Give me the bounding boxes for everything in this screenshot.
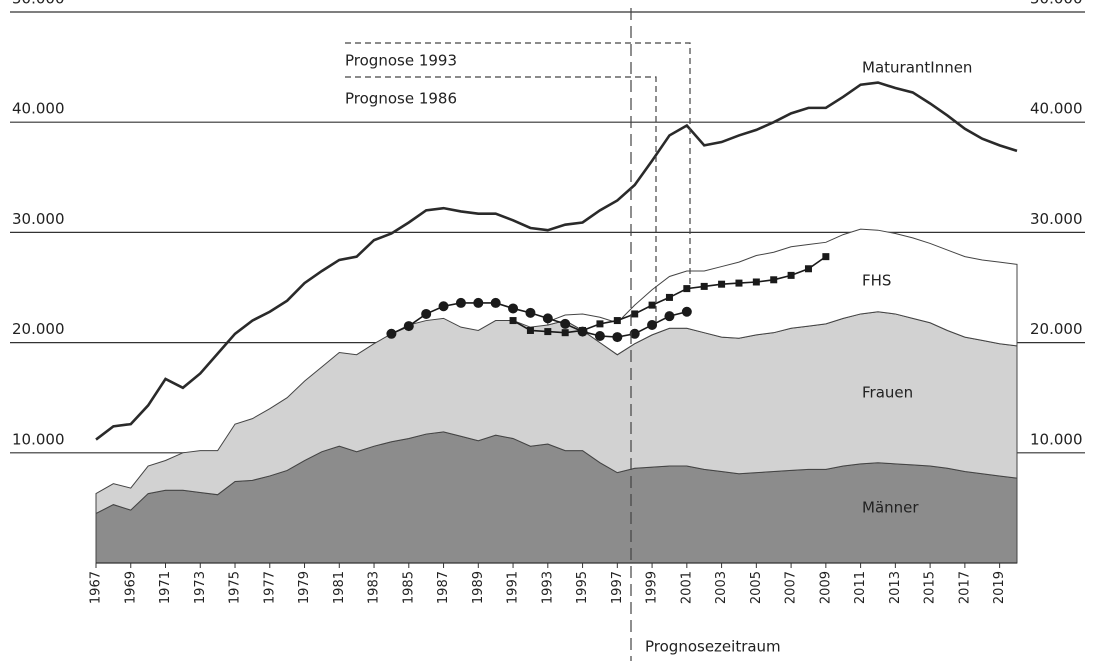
marker [787, 271, 795, 279]
x-tick-label: 2017 [957, 571, 972, 604]
x-tick-label: 2009 [818, 571, 833, 604]
x-tick-label: 1991 [506, 571, 521, 604]
x-tick-label: 1989 [471, 571, 486, 604]
marker [526, 326, 534, 334]
marker [438, 301, 449, 312]
marker [631, 310, 639, 318]
marker [752, 278, 760, 286]
marker [700, 282, 708, 290]
x-tick-label: 1975 [228, 571, 243, 604]
x-tick-label: 1995 [575, 571, 590, 604]
marker [421, 308, 432, 319]
x-tick-label: 1967 [89, 571, 104, 604]
series-label: Männer [862, 499, 919, 517]
marker [647, 319, 658, 330]
marker [718, 280, 726, 288]
marker [613, 317, 621, 325]
series-label: Prognose 1986 [345, 90, 457, 108]
y-tick-label: 50.000 [12, 0, 65, 8]
series-label: MaturantInnen [862, 59, 972, 77]
y2-tick-label: 40.000 [1030, 100, 1083, 118]
series-label: Frauen [862, 384, 913, 402]
y-tick-label: 40.000 [12, 100, 65, 118]
marker [509, 317, 517, 325]
x-tick-label: 1983 [367, 571, 382, 604]
x-tick-label: 2001 [679, 571, 694, 604]
marker [664, 311, 675, 322]
y2-tick-label: 50.000 [1030, 0, 1083, 8]
y-tick-label: 30.000 [12, 210, 65, 228]
marker [560, 318, 571, 329]
x-tick-label: 1979 [297, 571, 312, 604]
x-tick-label: 1977 [262, 571, 277, 604]
marker [681, 306, 692, 317]
marker [594, 330, 605, 341]
x-tick-label: 1981 [332, 571, 347, 604]
x-tick-label: 2015 [923, 571, 938, 604]
marker [579, 326, 587, 334]
series-label: Prognose 1993 [345, 52, 457, 70]
x-tick-label: 2003 [714, 571, 729, 604]
x-tick-label: 2013 [888, 571, 903, 604]
marker [508, 303, 519, 314]
x-tick-label: 1997 [610, 571, 625, 604]
marker [542, 313, 553, 324]
series-label: FHS [862, 272, 891, 290]
marker [665, 293, 673, 301]
x-tick-label: 1969 [123, 571, 138, 604]
y-tick-label: 20.000 [12, 320, 65, 338]
marker [403, 321, 414, 332]
marker [629, 328, 640, 339]
x-tick-label: 1999 [645, 571, 660, 604]
plot [95, 81, 1018, 564]
marker [770, 276, 778, 284]
x-tick-label: 2019 [992, 571, 1007, 604]
prognosis-1986-bracket [345, 76, 657, 325]
marker [544, 328, 552, 336]
y2-tick-label: 10.000 [1030, 430, 1083, 448]
marker [386, 328, 397, 339]
x-tick-label: 2007 [784, 571, 799, 604]
y2-tick-label: 30.000 [1030, 210, 1083, 228]
marker [612, 332, 623, 343]
x-tick-label: 1993 [540, 571, 555, 604]
marker [473, 297, 484, 308]
prognosis-1993-bracket [345, 42, 691, 288]
annotation: Prognosezeitraum [645, 638, 781, 656]
marker [490, 297, 501, 308]
marker [735, 279, 743, 287]
marker [455, 297, 466, 308]
y-tick-label: 10.000 [12, 430, 65, 448]
y2-tick-label: 20.000 [1030, 320, 1083, 338]
marker [822, 253, 830, 261]
marker [525, 307, 536, 318]
x-tick-label: 1985 [401, 571, 416, 604]
line [95, 81, 1018, 441]
marker [561, 329, 569, 337]
x-tick-label: 2011 [853, 571, 868, 604]
x-tick-label: 1973 [193, 571, 208, 604]
area [547, 228, 1018, 356]
marker [648, 301, 656, 309]
x-tick-label: 2005 [749, 571, 764, 604]
marker [683, 285, 691, 293]
marker [596, 320, 604, 328]
x-tick-label: 1987 [436, 571, 451, 604]
marker [804, 265, 812, 273]
x-tick-label: 1971 [158, 571, 173, 604]
